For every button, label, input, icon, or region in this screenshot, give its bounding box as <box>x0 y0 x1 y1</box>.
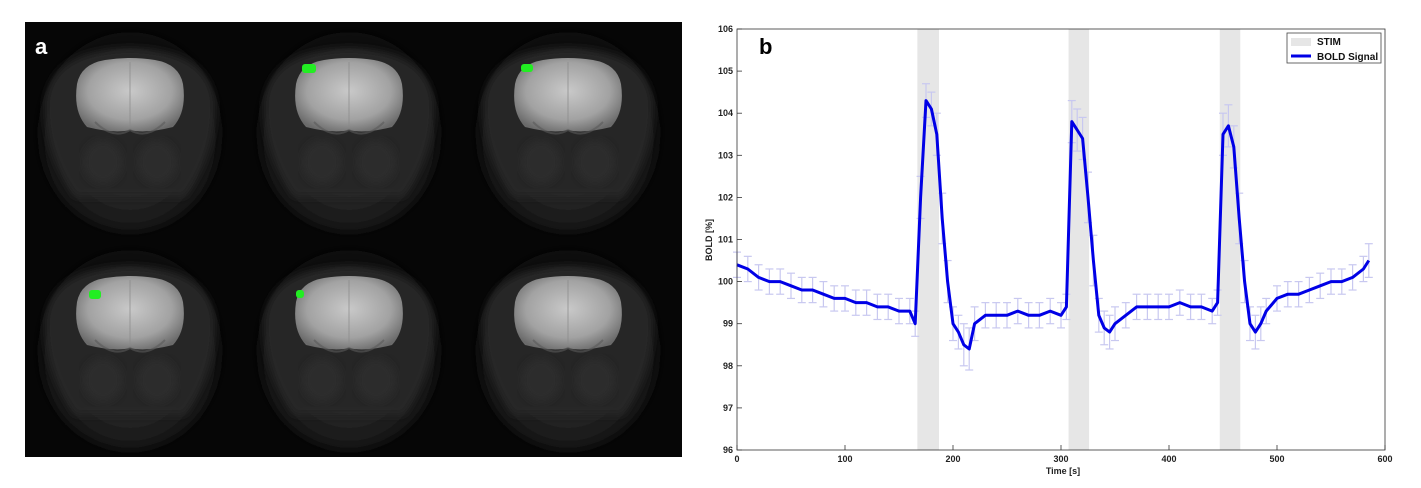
x-tick-label: 200 <box>945 454 960 464</box>
legend-stim-swatch <box>1291 38 1311 46</box>
x-tick-label: 600 <box>1377 454 1392 464</box>
mri-slice-3 <box>463 22 682 239</box>
activation-roi <box>89 290 101 299</box>
y-tick-label: 104 <box>718 108 733 118</box>
x-tick-label: 0 <box>734 454 739 464</box>
plot-area: 0 100 200 300 400 500 600 96 97 98 99 100 101 102 103 1… <box>718 24 1393 464</box>
activation-roi <box>296 290 304 298</box>
x-axis-label: Time [s] <box>1046 466 1080 476</box>
stim-block <box>1068 29 1090 450</box>
activation-roi <box>521 64 533 72</box>
y-tick-label: 96 <box>723 445 733 455</box>
y-tick-label: 98 <box>723 361 733 371</box>
mri-slice-6 <box>463 240 682 457</box>
plot-frame <box>736 28 1386 451</box>
y-tick-label: 101 <box>718 235 733 245</box>
bold-signal-line <box>736 99 1371 351</box>
legend-stim-label: STIM <box>1317 37 1341 48</box>
x-tick-label: 300 <box>1053 454 1068 464</box>
legend: STIM BOLD Signal <box>1286 32 1382 64</box>
y-tick-label: 105 <box>718 66 733 76</box>
activation-roi <box>302 64 316 73</box>
legend-bold-label: BOLD Signal <box>1317 52 1378 63</box>
mri-slice-1 <box>25 22 244 239</box>
mri-slice-grid <box>25 22 682 457</box>
mri-slice-2 <box>244 22 463 239</box>
stim-block <box>1219 29 1241 450</box>
x-tick-label: 400 <box>1161 454 1176 464</box>
mri-slice-5 <box>244 240 463 457</box>
y-tick-label: 102 <box>718 192 733 202</box>
y-tick-label: 100 <box>718 277 733 287</box>
x-tick-label: 100 <box>837 454 852 464</box>
panel-label-a: a <box>35 34 48 59</box>
y-tick-label: 97 <box>723 403 733 413</box>
y-tick-label: 106 <box>718 24 733 34</box>
y-tick-label: 103 <box>718 150 733 160</box>
x-tick-label: 500 <box>1269 454 1284 464</box>
panel-label-b: b <box>759 34 773 59</box>
bold-signal-chart: 0 100 200 300 400 500 600 96 97 98 99 100 101 102 103 1… <box>704 24 1393 476</box>
mri-slice-4 <box>25 240 244 457</box>
y-tick-label: 99 <box>723 319 733 329</box>
y-axis-label: BOLD [%] <box>704 219 714 261</box>
